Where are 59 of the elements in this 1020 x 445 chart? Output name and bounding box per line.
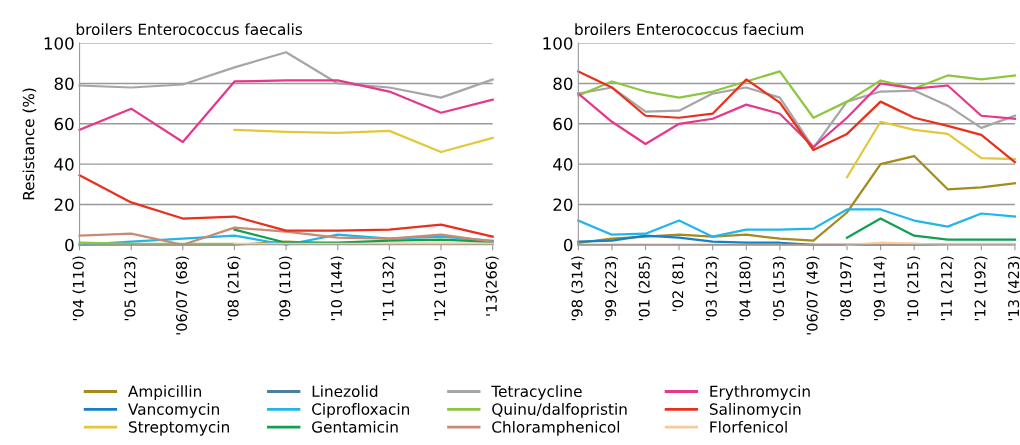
line-series (845, 120, 1017, 179)
chart-title: broilers Enterococcus faecalis (76, 23, 303, 36)
x-tick-label: '06/07 (68) (175, 256, 189, 335)
line-series (78, 174, 494, 238)
x-tick-label: '06/07 (49) (806, 256, 820, 335)
legend-label: Ciprofloxacin (312, 403, 410, 418)
x-tick-label: '05 (153) (772, 256, 786, 321)
x-tick-label: '98 (314) (571, 256, 585, 321)
y-tick-label: 60 (54, 117, 74, 131)
x-tick-label: '99 (223) (604, 256, 618, 321)
x-tick-label: '04 (110) (72, 256, 86, 321)
legend-label: Linezolid (312, 385, 378, 398)
x-tick-label: '02 (81) (672, 256, 686, 311)
y-tick-label: 20 (54, 198, 74, 211)
x-tick-label: '10 (144) (330, 256, 344, 321)
y-tick-label: 40 (54, 158, 74, 171)
x-tick-label: '12 (119) (433, 256, 447, 321)
legend-label: Streptomycin (128, 420, 229, 436)
x-tick-label: '03 (123) (705, 256, 719, 321)
y-tick-label: 0 (65, 238, 74, 252)
line-series (78, 79, 494, 144)
y-tick-label: 40 (553, 158, 573, 171)
x-tick-label: '13(266) (485, 256, 499, 316)
legend-label: Vancomycin (128, 403, 219, 418)
x-tick-label: '05 (123) (124, 256, 138, 321)
y-tick-label: 80 (553, 77, 573, 91)
line-series (233, 128, 494, 154)
line-series (845, 217, 1017, 241)
y-tick-label: 20 (553, 198, 573, 211)
x-tick-label: '01 (285) (638, 256, 652, 321)
x-tick-label: '04 (180) (739, 256, 753, 321)
y-tick-label: 0 (563, 238, 573, 252)
line-series (78, 51, 494, 99)
y-tick-label: 100 (543, 37, 573, 50)
x-tick-label: '11 (212) (940, 256, 954, 321)
x-tick-label: '12 (192) (974, 256, 988, 321)
legend-label: Florfenicol (710, 420, 787, 433)
x-tick-label: '08 (216) (227, 256, 241, 321)
legend-label: Quinu/dalfopristin (492, 403, 627, 418)
legend-label: Gentamicin (312, 420, 398, 433)
line-series (577, 208, 1017, 238)
line-series (577, 70, 1017, 119)
y-tick-label: 60 (553, 117, 573, 131)
legend-label: Tetracycline (491, 385, 582, 401)
x-tick-label: '09 (114) (873, 256, 887, 321)
legend-label: Erythromycin (710, 385, 810, 401)
legend-label: Ampicillin (128, 385, 201, 401)
legend-label: Salinomycin (709, 403, 801, 418)
x-tick-label: '10 (215) (907, 256, 921, 321)
x-tick-label: '11 (132) (382, 256, 396, 321)
x-tick-label: '08 (197) (839, 256, 853, 321)
chart-title: broilers Enterococcus faecium (575, 23, 804, 36)
y-tick-label: 80 (54, 77, 74, 91)
y-axis-title: Resistance (%) (22, 88, 37, 200)
x-tick-label: '13 (423) (1007, 256, 1020, 321)
line-series (577, 70, 1017, 164)
y-tick-label: 100 (44, 37, 74, 50)
legend-label: Chloramphenicol (492, 420, 620, 436)
x-tick-label: '09 (110) (279, 256, 293, 321)
